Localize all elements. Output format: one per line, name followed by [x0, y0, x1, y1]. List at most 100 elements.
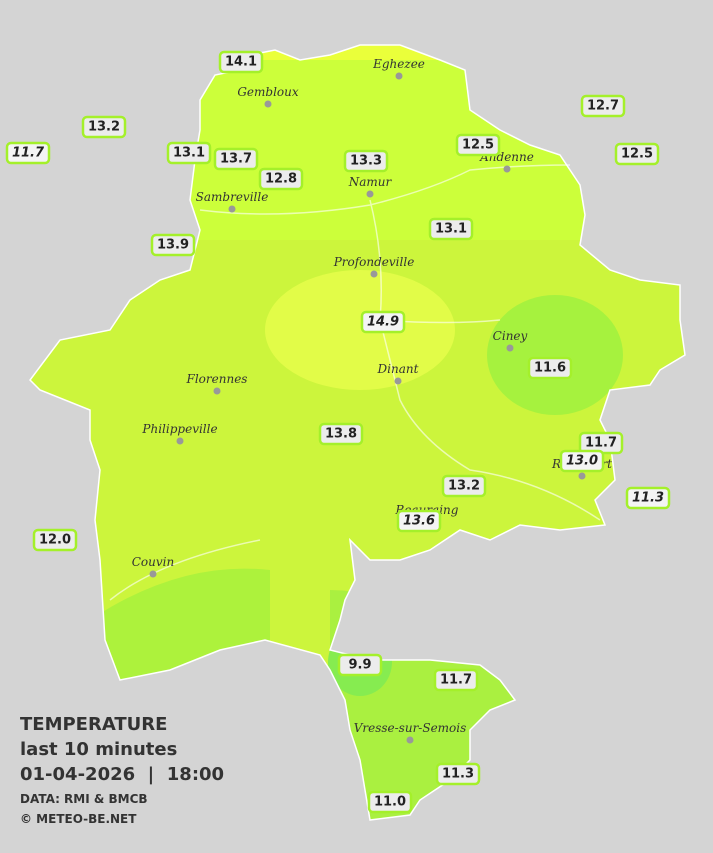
- station-value: 13.1: [435, 222, 467, 237]
- station-box: [625, 486, 671, 510]
- town-label: Florennes: [186, 372, 248, 386]
- station: 13.9: [150, 233, 196, 257]
- station-box: [218, 50, 264, 74]
- town-dot: [370, 270, 378, 278]
- station: 12.5: [614, 142, 660, 166]
- station-value: 11.7: [12, 146, 45, 161]
- town-label: Namur: [348, 175, 393, 189]
- town-label: Profondeville: [333, 255, 415, 269]
- town-dot: [149, 570, 157, 578]
- station-box: [580, 94, 626, 118]
- town-label: Vresse-sur-Semois: [354, 721, 467, 735]
- station-value: 11.6: [534, 361, 566, 376]
- station: 13.1: [166, 141, 212, 165]
- station-box: [428, 217, 474, 241]
- station: 13.1: [428, 217, 474, 241]
- town-dot: [578, 472, 586, 480]
- station-value: 13.2: [448, 479, 480, 494]
- station-box: [5, 141, 51, 165]
- station: 13.2: [81, 115, 127, 139]
- station-value: 12.0: [39, 533, 71, 548]
- legend-source: DATA: RMI & BMCB: [20, 792, 148, 806]
- station-box: [433, 668, 479, 692]
- station-value: 11.7: [585, 436, 617, 451]
- station: 9.9: [337, 653, 383, 677]
- town-dot: [264, 100, 272, 108]
- station: 12.0: [32, 528, 78, 552]
- station-value: 13.8: [325, 427, 357, 442]
- station-box: [150, 233, 196, 257]
- station-box: [435, 762, 481, 786]
- town-dot: [506, 344, 514, 352]
- town-dot: [176, 437, 184, 445]
- station-value: 13.7: [220, 152, 252, 167]
- station: 14.1: [218, 50, 264, 74]
- station: 13.6: [396, 509, 442, 533]
- town-label: Eghezee: [372, 57, 425, 71]
- station-box: [455, 133, 501, 157]
- station-box: [614, 142, 660, 166]
- town-label: Dinant: [377, 362, 419, 376]
- station-value: 13.6: [403, 514, 435, 529]
- station-value: 12.5: [621, 147, 653, 162]
- station: 12.8: [258, 167, 304, 191]
- town-dot: [228, 205, 236, 213]
- town-dot: [395, 72, 403, 80]
- station: 11.3: [625, 486, 671, 510]
- station-value: 13.1: [173, 146, 205, 161]
- station: 11.7: [433, 668, 479, 692]
- town-label: Philippeville: [141, 422, 217, 436]
- town-dot: [366, 190, 374, 198]
- station-box: [559, 449, 605, 473]
- station-box: [32, 528, 78, 552]
- station: 14.9: [360, 310, 406, 334]
- station-value: 14.9: [367, 315, 399, 330]
- station-box: [441, 474, 487, 498]
- station: 11.7: [5, 141, 51, 165]
- station: 12.7: [580, 94, 626, 118]
- legend-title: TEMPERATURE: [20, 714, 167, 735]
- town-dot: [213, 387, 221, 395]
- station-box: [213, 147, 259, 171]
- station-value: 13.2: [88, 120, 120, 135]
- station-value: 12.5: [462, 138, 494, 153]
- station-value: 11.0: [374, 795, 406, 810]
- station-box: [343, 149, 389, 173]
- town-dot: [406, 736, 414, 744]
- station: 12.5: [455, 133, 501, 157]
- station: 11.6: [527, 356, 573, 380]
- station-value: 9.9: [348, 658, 371, 673]
- town-label: Couvin: [132, 555, 174, 569]
- station-value: 14.1: [225, 55, 257, 70]
- town-label: Gembloux: [237, 85, 299, 99]
- station: 11.7: [578, 431, 624, 455]
- station-box: [360, 310, 406, 334]
- legend-period: last 10 minutes: [20, 739, 177, 760]
- station: 13.0: [559, 449, 605, 473]
- station: 11.3: [435, 762, 481, 786]
- town-dot: [394, 377, 402, 385]
- legend-datetime: 01-04-2026 | 18:00: [20, 764, 224, 785]
- town-label: Ciney: [493, 329, 528, 343]
- station-value: 13.3: [350, 154, 382, 169]
- station-box: [318, 422, 364, 446]
- station-value: 13.0: [566, 454, 598, 469]
- station-box: [166, 141, 212, 165]
- station: 13.8: [318, 422, 364, 446]
- station-value: 11.3: [442, 767, 474, 782]
- station-box: [527, 356, 573, 380]
- station-box: [396, 509, 442, 533]
- station-value: 12.8: [265, 172, 297, 187]
- station: 13.3: [343, 149, 389, 173]
- station-value: 12.7: [587, 99, 619, 114]
- station-box: [337, 653, 383, 677]
- station: 13.7: [213, 147, 259, 171]
- town-label: Sambreville: [196, 190, 269, 204]
- station-value: 11.7: [440, 673, 472, 688]
- town-dot: [503, 165, 511, 173]
- station-box: [81, 115, 127, 139]
- station-box: [258, 167, 304, 191]
- station: 11.0: [367, 790, 413, 814]
- legend-credit: © METEO-BE.NET: [20, 812, 137, 826]
